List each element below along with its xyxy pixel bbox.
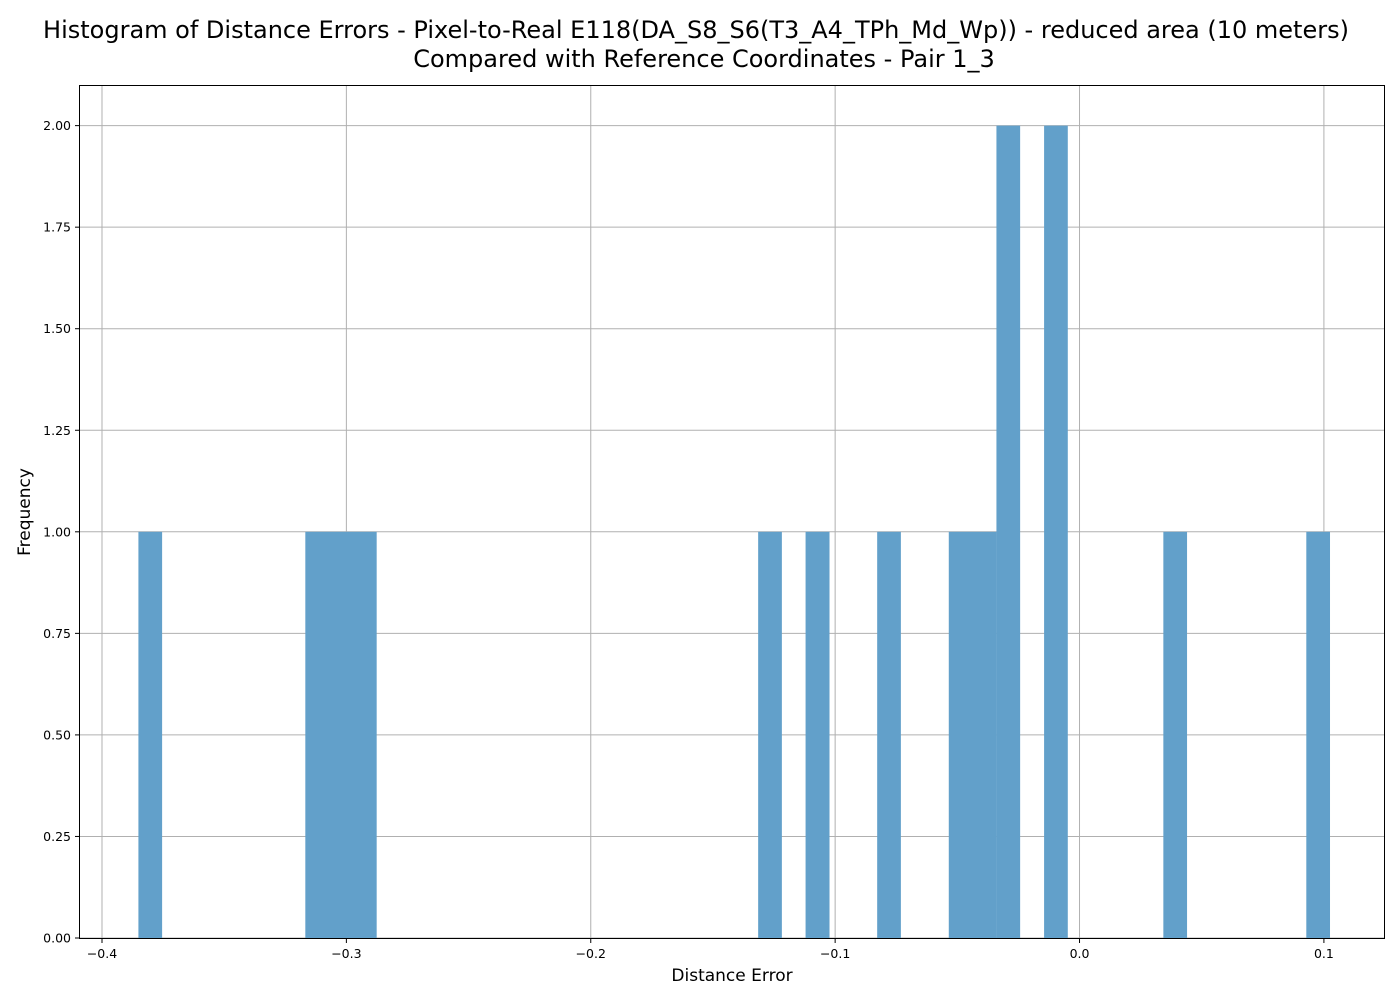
chart-title-line2: Compared with Reference Coordinates - Pa… <box>413 45 995 73</box>
x-axis: −0.4 −0.3 −0.2 −0.1 0.0 0.1 <box>87 938 1334 961</box>
plot-frame <box>79 85 1385 939</box>
histogram-bar <box>1044 125 1068 939</box>
histogram-bar <box>305 531 377 938</box>
x-tick-label: −0.3 <box>331 946 361 961</box>
y-tick-label: 1.75 <box>43 220 71 235</box>
x-tick-label: −0.2 <box>576 946 606 961</box>
y-tick-label: 1.25 <box>43 423 71 438</box>
y-tick-label: 0.75 <box>43 626 71 641</box>
y-tick-label: 1.00 <box>43 524 71 539</box>
y-axis-label: Frequency <box>15 468 35 556</box>
x-axis-label: Distance Error <box>671 966 792 986</box>
histogram-bar <box>877 531 901 938</box>
x-tick-label: −0.4 <box>87 946 117 961</box>
grid <box>80 85 1385 939</box>
y-tick-label: 0.25 <box>43 829 71 844</box>
y-tick-label: 1.50 <box>43 321 71 336</box>
chart-title-line1: Histogram of Distance Errors - Pixel-to-… <box>43 16 1349 44</box>
x-tick-label: 0.0 <box>1070 946 1090 961</box>
histogram-bar <box>805 531 830 938</box>
y-axis: 0.00 0.25 0.50 0.75 1.00 1.25 1.50 1.75 2.00 <box>43 118 80 946</box>
histogram-bar <box>948 531 997 938</box>
x-tick-label: −0.1 <box>820 946 850 961</box>
histogram-bar <box>996 125 1021 939</box>
histogram-bar <box>758 531 782 938</box>
histogram-bars <box>138 125 1331 939</box>
y-tick-label: 2.00 <box>43 118 71 133</box>
histogram-bar <box>138 531 163 938</box>
histogram-bar <box>1306 531 1331 938</box>
histogram-bar <box>1163 531 1188 938</box>
y-tick-label: 0.50 <box>43 727 71 742</box>
y-tick-label: 0.00 <box>43 931 71 946</box>
x-tick-label: 0.1 <box>1314 946 1334 961</box>
